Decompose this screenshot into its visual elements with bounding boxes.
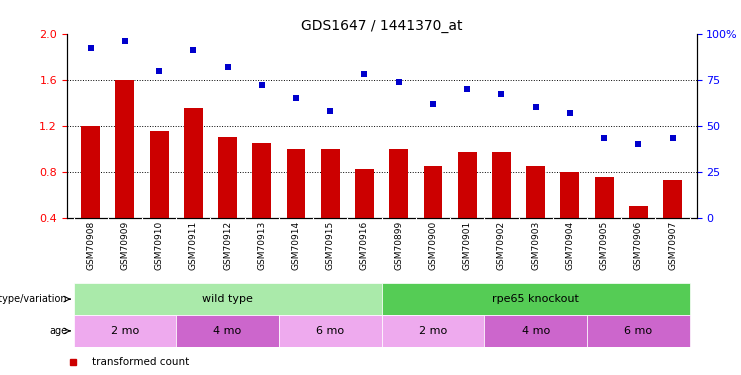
Point xyxy=(632,141,644,147)
Point xyxy=(393,78,405,84)
Bar xyxy=(382,283,690,315)
Point xyxy=(496,92,508,98)
Bar xyxy=(321,148,339,217)
Text: 6 mo: 6 mo xyxy=(316,326,345,336)
Text: transformed count: transformed count xyxy=(92,357,189,367)
Bar xyxy=(150,131,168,218)
Bar xyxy=(184,108,203,217)
Point xyxy=(187,47,199,53)
Text: GSM70911: GSM70911 xyxy=(189,221,198,270)
Bar xyxy=(663,180,682,218)
Text: rpe65 knockout: rpe65 knockout xyxy=(492,294,579,304)
Point xyxy=(325,108,336,114)
Text: GSM70905: GSM70905 xyxy=(599,221,608,270)
Text: GSM70913: GSM70913 xyxy=(257,221,266,270)
Point xyxy=(427,100,439,106)
Point xyxy=(598,135,610,141)
Text: GSM70909: GSM70909 xyxy=(120,221,130,270)
Text: GSM70904: GSM70904 xyxy=(565,221,574,270)
Bar xyxy=(218,137,237,218)
Text: GSM70912: GSM70912 xyxy=(223,221,232,270)
Bar xyxy=(355,169,374,217)
Point xyxy=(667,135,679,141)
Bar xyxy=(176,315,279,347)
Point xyxy=(84,45,96,51)
Text: GSM70902: GSM70902 xyxy=(497,221,506,270)
Text: GSM70914: GSM70914 xyxy=(291,221,301,270)
Point xyxy=(256,82,268,88)
Text: GSM70906: GSM70906 xyxy=(634,221,643,270)
Bar xyxy=(587,315,690,347)
Bar xyxy=(458,152,476,217)
Bar xyxy=(382,315,485,347)
Bar xyxy=(73,283,382,315)
Bar xyxy=(595,177,614,218)
Text: GSM70915: GSM70915 xyxy=(326,221,335,270)
Bar xyxy=(560,172,579,217)
Text: wild type: wild type xyxy=(202,294,253,304)
Text: 2 mo: 2 mo xyxy=(110,326,139,336)
Text: 2 mo: 2 mo xyxy=(419,326,447,336)
Text: GSM70903: GSM70903 xyxy=(531,221,540,270)
Bar xyxy=(287,148,305,217)
Point xyxy=(153,68,165,74)
Point xyxy=(530,104,542,110)
Text: GSM70910: GSM70910 xyxy=(155,221,164,270)
Bar xyxy=(82,126,100,218)
Bar xyxy=(526,166,545,218)
Text: GSM70901: GSM70901 xyxy=(462,221,472,270)
Title: GDS1647 / 1441370_at: GDS1647 / 1441370_at xyxy=(301,19,462,33)
Text: genotype/variation: genotype/variation xyxy=(0,294,67,304)
Point xyxy=(290,95,302,101)
Text: GSM70916: GSM70916 xyxy=(360,221,369,270)
Point xyxy=(461,86,473,92)
Text: 4 mo: 4 mo xyxy=(522,326,550,336)
Bar xyxy=(492,152,511,217)
Text: GSM70899: GSM70899 xyxy=(394,221,403,270)
Point xyxy=(222,64,233,70)
Text: GSM70900: GSM70900 xyxy=(428,221,437,270)
Bar xyxy=(73,315,176,347)
Point xyxy=(359,71,370,77)
Point xyxy=(119,38,131,44)
Text: GSM70907: GSM70907 xyxy=(668,221,677,270)
Bar xyxy=(279,315,382,347)
Point xyxy=(564,110,576,116)
Bar xyxy=(116,80,134,218)
Text: 6 mo: 6 mo xyxy=(624,326,652,336)
Bar xyxy=(253,143,271,218)
Bar xyxy=(389,148,408,217)
Bar xyxy=(485,315,587,347)
Bar xyxy=(424,166,442,218)
Text: GSM70908: GSM70908 xyxy=(86,221,95,270)
Text: age: age xyxy=(49,326,67,336)
Bar xyxy=(629,206,648,218)
Text: 4 mo: 4 mo xyxy=(213,326,242,336)
